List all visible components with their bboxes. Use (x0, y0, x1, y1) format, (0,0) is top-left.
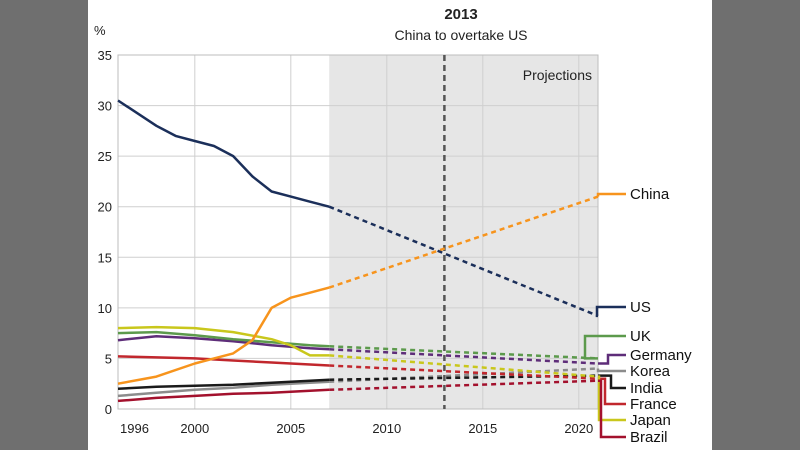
series-line-germany (117, 334, 330, 351)
series-line-korea (117, 380, 330, 398)
series-line-japan (117, 325, 330, 357)
series-line-india (117, 378, 330, 391)
projection-region (329, 55, 598, 409)
y-axis-unit-label: % (94, 23, 106, 38)
chart-subtitle: China to overtake US (394, 27, 527, 43)
series-label-india: India (630, 380, 663, 397)
series-label-us: US (630, 299, 651, 316)
series-projection-china (328, 195, 599, 289)
label-connector-france (598, 377, 626, 406)
y-tick-label: 10 (98, 301, 112, 316)
y-tick-label: 20 (98, 200, 112, 215)
label-connector-germany (598, 353, 626, 365)
x-tick-label: 2000 (180, 421, 209, 436)
y-tick-label: 25 (98, 149, 112, 164)
chart-title: 2013 (444, 6, 477, 23)
projections-label: Projections (523, 67, 592, 83)
x-tick-label: 1996 (120, 421, 149, 436)
label-connector-uk (583, 334, 626, 360)
y-tick-label: 5 (105, 351, 112, 366)
label-connector-japan (597, 375, 626, 422)
series-label-japan: Japan (630, 412, 671, 429)
series-label-uk: UK (630, 328, 651, 345)
label-connector-korea (596, 368, 626, 373)
label-connector-brazil (598, 379, 626, 439)
series-label-china: China (630, 186, 670, 203)
series-label-brazil: Brazil (630, 429, 668, 446)
series-label-korea: Korea (630, 363, 671, 380)
y-tick-label: 15 (98, 250, 112, 265)
series-line-us (117, 99, 330, 208)
series-label-germany: Germany (630, 347, 692, 364)
y-tick-label: 0 (105, 402, 112, 417)
y-tick-label: 30 (98, 99, 112, 114)
label-connector-us (595, 305, 626, 318)
y-tick-label: 35 (98, 48, 112, 63)
chart-frame: 0 5 10 15 20 25 30 35 1996 2000 2005 2010 2015 2020 Pr… (88, 0, 712, 450)
x-tick-label: 2015 (468, 421, 497, 436)
label-connector-china (596, 192, 626, 197)
series-line-china (117, 286, 330, 385)
series-line-uk (117, 330, 330, 348)
line-chart: 0 5 10 15 20 25 30 35 1996 2000 2005 2010 2015 2020 Pr… (94, 6, 692, 446)
series-label-france: France (630, 396, 677, 413)
x-tick-label: 2020 (564, 421, 593, 436)
series-projection-us (328, 205, 599, 318)
plot-border (117, 54, 599, 410)
series-line-brazil (117, 388, 330, 403)
label-connector-india (598, 374, 626, 390)
x-tick-label: 2010 (372, 421, 401, 436)
series-line-france (117, 355, 330, 367)
x-tick-label: 2005 (276, 421, 305, 436)
